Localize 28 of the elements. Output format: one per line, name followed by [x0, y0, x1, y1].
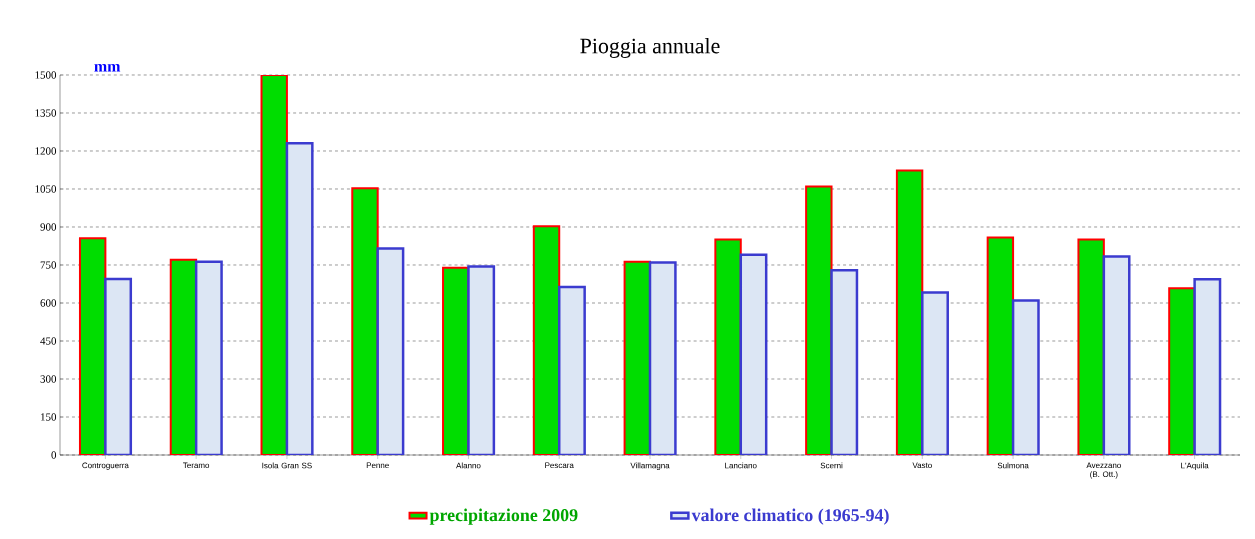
y-tick-label: 300: [40, 375, 57, 383]
legend-label: precipitazione 2009: [429, 508, 578, 525]
bar: [986, 236, 1015, 455]
y-tick-label: 1050: [35, 185, 57, 193]
bar: [805, 185, 833, 455]
y-tick-label: 150: [41, 413, 57, 421]
bar: [1168, 287, 1196, 455]
bar: [285, 141, 314, 455]
y-tick-label: 0: [51, 451, 57, 459]
y-tick-label: 450: [40, 337, 57, 345]
bar: [714, 238, 742, 455]
chart-title: Pioggia annuale: [580, 37, 720, 58]
y-axis-title: mm: [94, 63, 121, 72]
bar: [78, 237, 107, 455]
y-tick-label: 1200: [35, 147, 57, 155]
bar: [532, 225, 561, 455]
y-tick-label: 900: [40, 223, 57, 231]
bar: [260, 75, 288, 455]
bar: [1193, 277, 1222, 455]
bar: [895, 169, 924, 455]
y-tick-label: 1350: [35, 109, 57, 117]
bar: [1077, 238, 1105, 455]
bar: [739, 253, 768, 455]
bar: [351, 187, 379, 455]
y-tick-label: 600: [40, 299, 57, 307]
y-tick-label: 1500: [35, 71, 57, 79]
legend-label: valore climatico (1965-94): [691, 508, 889, 525]
y-tick-label: 750: [40, 261, 57, 269]
